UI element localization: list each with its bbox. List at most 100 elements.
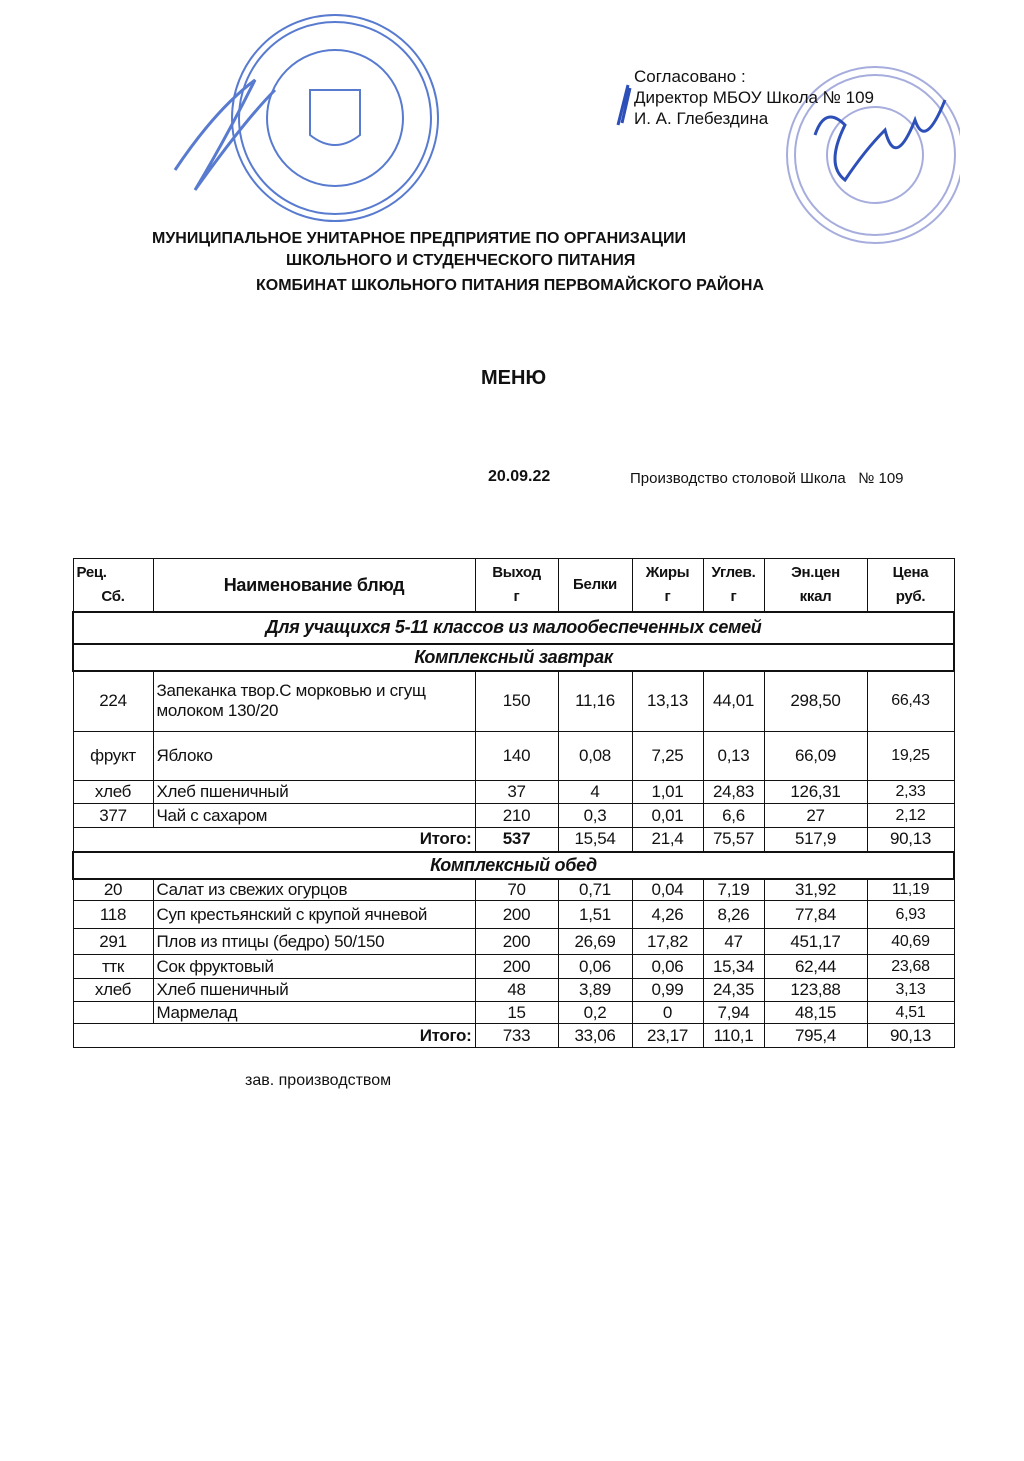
table-cell: Хлеб пшеничный [152,978,476,1002]
column-header: Углев. г [702,558,765,612]
table-cell: 4,51 [866,1001,955,1024]
table-cell: 31,92 [763,878,868,901]
table-row: 118 Суп крестьянский с крупой ячневой 200 1… [72,900,955,929]
table-cell: 3,13 [866,978,955,1002]
group-title: Для учащихся 5-11 классов из малообеспеч… [72,610,955,645]
column-header-line: г [513,587,520,605]
table-cell [72,1001,154,1024]
table-cell: 200 [474,928,559,955]
column-header-line: Эн.цен [791,563,840,581]
table-cell: 0,06 [557,954,633,979]
org-line-3: КОМБИНАТ ШКОЛЬНОГО ПИТАНИЯ ПЕРВОМАЙСКОГО… [256,277,764,294]
table-cell: 6,6 [702,803,765,828]
table-cell: 27 [763,803,868,828]
table-cell: Плов из птицы (бедро) 50/150 [152,928,476,955]
table-cell: 537 [474,827,559,852]
table-cell: 451,17 [763,928,868,955]
table-cell: 15,54 [557,827,633,852]
column-header-line: Выход [492,563,541,581]
table-row: 291 Плов из птицы (бедро) 50/150 200 26,69 1… [72,928,955,955]
table-cell: 70 [474,878,559,901]
table-cell: 66,09 [763,731,868,781]
table-cell: 77,84 [763,900,868,929]
table-cell: 110,1 [702,1023,765,1048]
table-cell: 0,06 [631,954,704,979]
table-cell: 23,17 [631,1023,704,1048]
table-cell: 517,9 [763,827,868,852]
table-cell: 4 [557,780,633,804]
column-header: Эн.цен ккал [763,558,868,612]
table-cell: 90,13 [866,1023,955,1048]
menu-date: 20.09.22 [488,468,551,485]
table-cell: Салат из свежих огурцов [152,878,476,901]
table-cell: 795,4 [763,1023,868,1048]
table-row: 377 Чай с сахаром 210 0,3 0,01 6,6 27 2,12 [72,803,955,828]
approval-name: И. А. Глебездина [634,109,769,128]
approval-block: Согласовано : Директор МБОУ Школа № 109 … [634,66,874,129]
table-cell: 224 [72,670,154,732]
table-row: ттк Сок фруктовый 200 0,06 0,06 15,34 62,44 23,… [72,954,955,979]
table-cell: 48,15 [763,1001,868,1024]
table-cell: Яблоко [152,731,476,781]
table-cell: 7,94 [702,1001,765,1024]
table-cell: Хлеб пшеничный [152,780,476,804]
column-header-line: Сб. [101,587,125,605]
table-cell: 44,01 [702,670,765,732]
org-line-2: ШКОЛЬНОГО И СТУДЕНЧЕСКОГО ПИТАНИЯ [286,252,636,269]
table-cell: 200 [474,900,559,929]
footer-signature-label: зав. производством [245,1072,392,1089]
column-header-line: Белки [573,575,617,593]
table-cell: хлеб [72,978,154,1002]
table-cell: 47 [702,928,765,955]
table-cell: 140 [474,731,559,781]
table-cell: 90,13 [866,827,955,852]
table-cell: 33,06 [557,1023,633,1048]
table-row: 20 Салат из свежих огурцов 70 0,71 0,04 7,19 3… [72,878,955,901]
table-cell: хлеб [72,780,154,804]
table-cell: 1,01 [631,780,704,804]
column-header-line: Углев. [711,563,756,581]
table-cell: 20 [72,878,154,901]
table-cell: 2,33 [866,780,955,804]
column-header-line: Наименование блюд [223,574,405,595]
table-cell: 0,13 [702,731,765,781]
table-cell: 0,3 [557,803,633,828]
table-cell: 75,57 [702,827,765,852]
table-cell: Мармелад [152,1001,476,1024]
column-header-line: г [730,587,737,605]
table-cell: 2,12 [866,803,955,828]
table-cell: Запеканка твор.С морковью и сгущ молоком… [152,670,476,732]
table-cell: 13,13 [631,670,704,732]
table-row: Мармелад 15 0,2 0 7,94 48,15 4,51 [72,1001,955,1024]
total-row: Итого: 733 33,06 23,17 110,1 795,4 90,13 [72,1023,955,1048]
column-header-line: ккал [799,587,832,605]
column-header-line: руб. [895,587,926,605]
table-cell: 298,50 [763,670,868,732]
school-stamp [616,66,960,244]
table-cell: 7,19 [702,878,765,901]
group-row: Для учащихся 5-11 классов из малообеспеч… [72,610,955,645]
approval-label: Согласовано : [634,67,746,86]
table-cell: 11,16 [557,670,633,732]
table-row: фрукт Яблоко 140 0,08 7,25 0,13 66,09 19,25 [72,731,955,781]
table-header-row: Рец. Сб. Наименование блюд Выход г Белки Жиры г… [72,558,955,612]
table-cell: 15,34 [702,954,765,979]
column-header: Жиры г [631,558,704,612]
section-title: Комплексный обед [72,850,955,880]
org-line-1: МУНИЦИПАЛЬНОЕ УНИТАРНОЕ ПРЕДПРИЯТИЕ ПО О… [152,230,686,247]
table-cell: Сок фруктовый [152,954,476,979]
table-cell: Суп крестьянский с крупой ячневой [152,900,476,929]
table-cell: 0,04 [631,878,704,901]
table-cell: 62,44 [763,954,868,979]
table-cell: 0,99 [631,978,704,1002]
page-title: МЕНЮ [481,367,547,389]
table-cell: 377 [72,803,154,828]
table-cell: 8,26 [702,900,765,929]
section-row: Комплексный обед [72,850,955,880]
table-cell: 118 [72,900,154,929]
column-header-line: Рец. [76,563,107,581]
column-header: Белки [557,558,633,612]
menu-table: Рец. Сб. Наименование блюд Выход г Белки Жиры г… [72,558,955,1048]
table-cell: 0,08 [557,731,633,781]
table-cell: Итого: [72,1023,476,1048]
